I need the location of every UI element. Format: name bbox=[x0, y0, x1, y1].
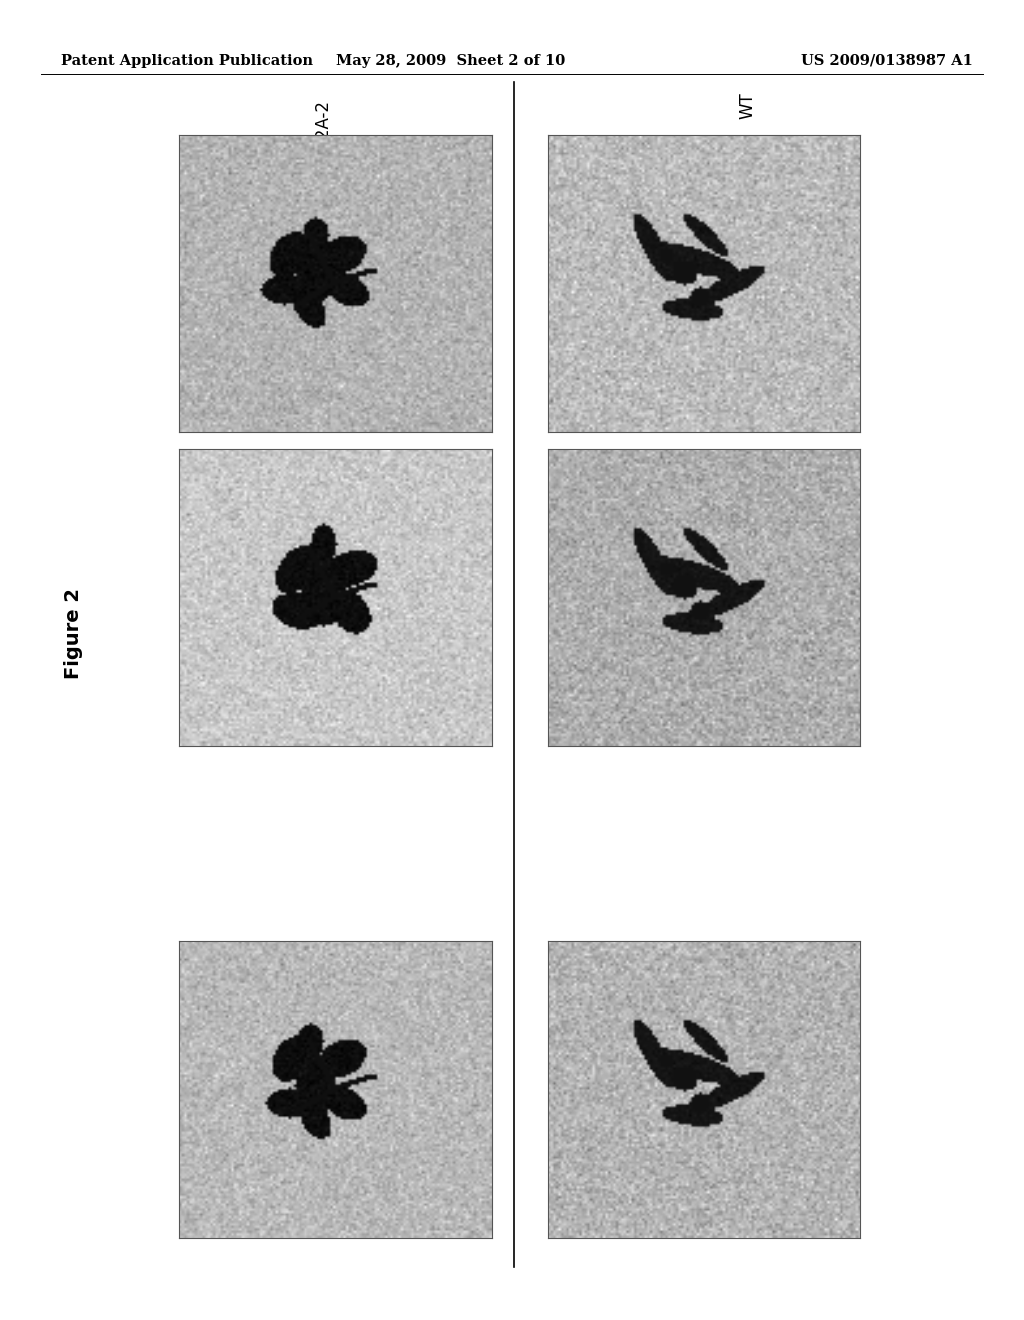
Text: Figure 2: Figure 2 bbox=[65, 589, 83, 678]
Text: US 2009/0138987 A1: US 2009/0138987 A1 bbox=[801, 54, 973, 67]
Text: WT: WT bbox=[738, 92, 757, 119]
Text: May 28, 2009  Sheet 2 of 10: May 28, 2009 Sheet 2 of 10 bbox=[336, 54, 565, 67]
Text: PpPP2A-2: PpPP2A-2 bbox=[313, 99, 332, 178]
Text: Patent Application Publication: Patent Application Publication bbox=[61, 54, 313, 67]
